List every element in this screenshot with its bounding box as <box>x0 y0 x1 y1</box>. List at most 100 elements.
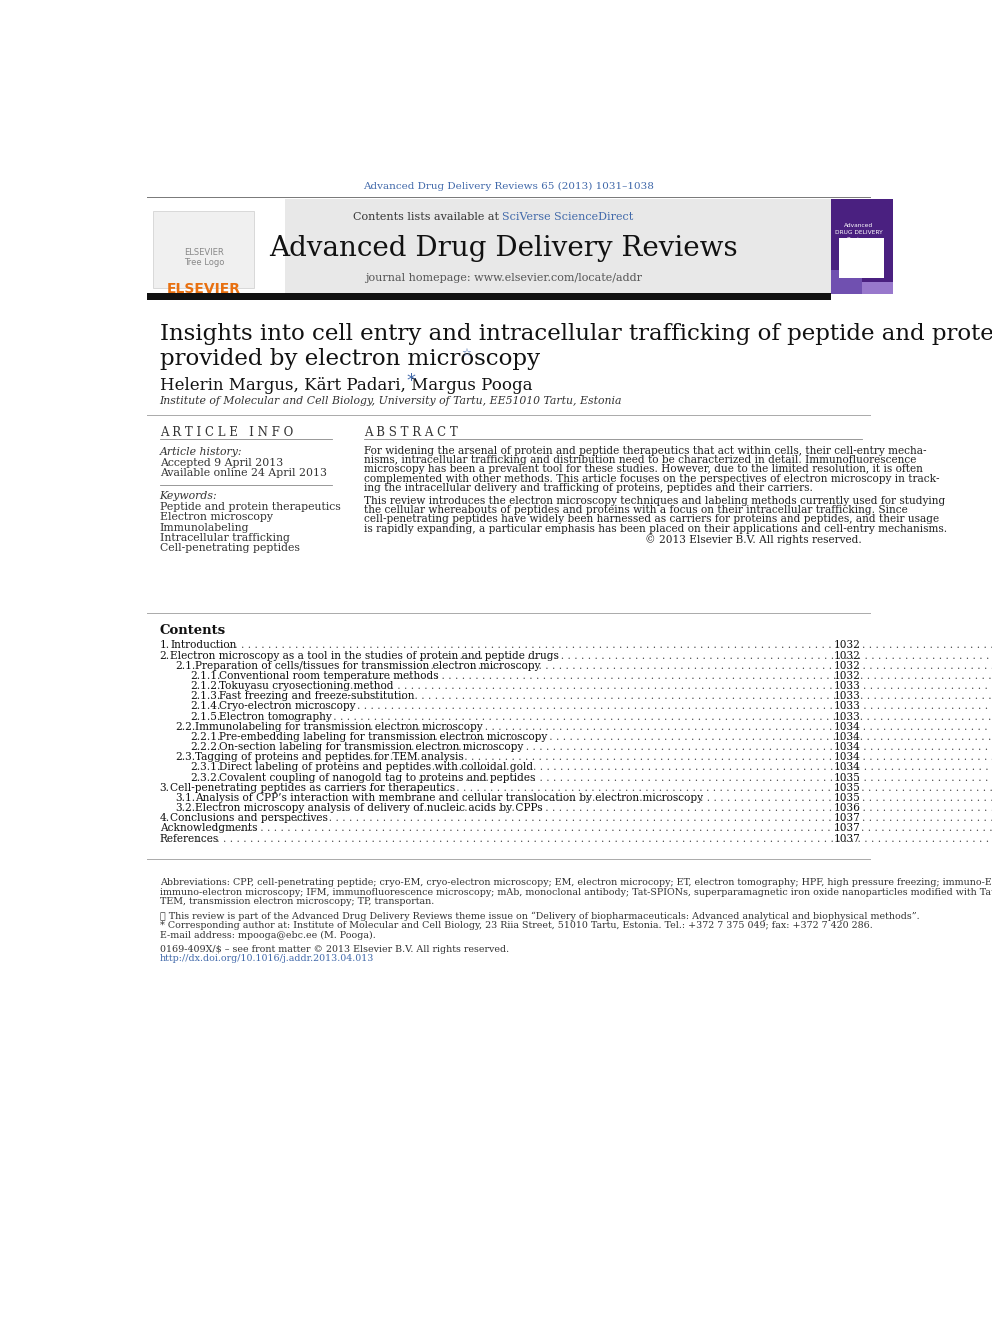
Text: . . . . . . . . . . . . . . . . . . . . . . . . . . . . . . . . . . . . . . . . : . . . . . . . . . . . . . . . . . . . . … <box>268 814 992 823</box>
Text: 1035: 1035 <box>833 792 860 803</box>
Text: Immunolabeling for transmission electron microscopy: Immunolabeling for transmission electron… <box>194 722 482 732</box>
Text: This review introduces the electron microscopy techniques and labeling methods c: This review introduces the electron micr… <box>364 496 945 505</box>
Text: journal homepage: www.elsevier.com/locate/addr: journal homepage: www.elsevier.com/locat… <box>365 273 642 283</box>
Text: 3.: 3. <box>160 783 170 792</box>
Text: Direct labeling of proteins and peptides with colloidal gold: Direct labeling of proteins and peptides… <box>219 762 534 773</box>
Text: Electron microscopy analysis of delivery of nucleic acids by CPPs: Electron microscopy analysis of delivery… <box>194 803 543 814</box>
Bar <box>147 292 831 300</box>
Text: 2.1.: 2.1. <box>176 660 195 671</box>
Text: 3.1.: 3.1. <box>176 792 195 803</box>
Text: 2.3.: 2.3. <box>176 753 195 762</box>
Text: Article history:: Article history: <box>160 447 242 458</box>
Text: . . . . . . . . . . . . . . . . . . . . . . . . . . . . . . . . . . . . . . . . : . . . . . . . . . . . . . . . . . . . . … <box>363 753 992 762</box>
Text: References: References <box>160 833 219 844</box>
Text: *: * <box>406 372 415 390</box>
Text: Cell-penetrating peptides: Cell-penetrating peptides <box>160 544 300 553</box>
Text: Analysis of CPP’s interaction with membrane and cellular translocation by electr: Analysis of CPP’s interaction with membr… <box>194 792 702 803</box>
Text: . . . . . . . . . . . . . . . . . . . . . . . . . . . . . . . . . . . . . . . . : . . . . . . . . . . . . . . . . . . . . … <box>422 732 992 742</box>
Text: Available online 24 April 2013: Available online 24 April 2013 <box>160 468 326 478</box>
Text: . . . . . . . . . . . . . . . . . . . . . . . . . . . . . . . . . . . . . . . . : . . . . . . . . . . . . . . . . . . . . … <box>417 803 992 814</box>
Text: Electron microscopy as a tool in the studies of protein and peptide drugs: Electron microscopy as a tool in the stu… <box>171 651 559 660</box>
Text: 1037: 1037 <box>833 814 860 823</box>
Text: Conclusions and perspectives: Conclusions and perspectives <box>171 814 328 823</box>
Text: 1032: 1032 <box>833 671 860 681</box>
Text: nisms, intracellular trafficking and distribution need to be characterized in de: nisms, intracellular trafficking and dis… <box>364 455 917 464</box>
Text: immuno-electron microscopy; IFM, immunofluorescence microscopy; mAb, monoclonal : immuno-electron microscopy; IFM, immunof… <box>160 888 992 897</box>
Text: Helerin Margus, Kärt Padari, Margus Pooga: Helerin Margus, Kärt Padari, Margus Poog… <box>160 377 532 394</box>
Text: Insights into cell entry and intracellular trafficking of peptide and protein dr: Insights into cell entry and intracellul… <box>160 323 992 345</box>
Text: 1033: 1033 <box>833 681 860 691</box>
Text: . . . . . . . . . . . . . . . . . . . . . . . . . . . . . . . . . . . . . . . . : . . . . . . . . . . . . . . . . . . . . … <box>420 651 992 660</box>
Text: 2.1.3.: 2.1.3. <box>190 691 221 701</box>
Bar <box>838 238 884 278</box>
Text: . . . . . . . . . . . . . . . . . . . . . . . . . . . . . . . . . . . . . . . . : . . . . . . . . . . . . . . . . . . . . … <box>425 762 992 773</box>
Text: TEM, transmission electron microscopy; TP, transportan.: TEM, transmission electron microscopy; T… <box>160 897 434 906</box>
Bar <box>147 198 286 294</box>
Text: Peptide and protein therapeutics: Peptide and protein therapeutics <box>160 501 340 512</box>
Text: the cellular whereabouts of peptides and proteins with a focus on their intracel: the cellular whereabouts of peptides and… <box>364 505 908 515</box>
Text: Acknowledgments: Acknowledgments <box>160 823 257 833</box>
Text: Introduction: Introduction <box>171 640 236 651</box>
Bar <box>147 198 831 294</box>
Text: Electron microscopy: Electron microscopy <box>160 512 273 523</box>
Text: 1034: 1034 <box>833 722 860 732</box>
Text: . . . . . . . . . . . . . . . . . . . . . . . . . . . . . . . . . . . . . . . . : . . . . . . . . . . . . . . . . . . . . … <box>287 712 992 721</box>
Text: Advanced
DRUG DELIVERY
Reviews: Advanced DRUG DELIVERY Reviews <box>835 224 883 242</box>
Text: . . . . . . . . . . . . . . . . . . . . . . . . . . . . . . . . . . . . . . . . : . . . . . . . . . . . . . . . . . . . . … <box>196 833 992 844</box>
Text: . . . . . . . . . . . . . . . . . . . . . . . . . . . . . . . . . . . . . . . . : . . . . . . . . . . . . . . . . . . . . … <box>370 722 992 732</box>
Text: Abbreviations: CPP, cell-penetrating peptide; cryo-EM, cryo-electron microscopy;: Abbreviations: CPP, cell-penetrating pep… <box>160 878 992 886</box>
Text: 2.3.1.: 2.3.1. <box>190 762 221 773</box>
Text: Covalent coupling of nanogold tag to proteins and peptides: Covalent coupling of nanogold tag to pro… <box>219 773 536 782</box>
Text: 2.1.2.: 2.1.2. <box>190 681 221 691</box>
Bar <box>154 212 254 288</box>
Text: * Corresponding author at: Institute of Molecular and Cell Biology, 23 Riia Stre: * Corresponding author at: Institute of … <box>160 921 872 930</box>
Text: 1037: 1037 <box>833 833 860 844</box>
Text: . . . . . . . . . . . . . . . . . . . . . . . . . . . . . . . . . . . . . . . . : . . . . . . . . . . . . . . . . . . . . … <box>304 701 992 712</box>
Text: is rapidly expanding, a particular emphasis has been placed on their application: is rapidly expanding, a particular empha… <box>364 524 947 533</box>
Bar <box>831 198 893 290</box>
Text: 1.: 1. <box>160 640 170 651</box>
Text: 1033: 1033 <box>833 691 860 701</box>
Text: microscopy has been a prevalent tool for these studies. However, due to the limi: microscopy has been a prevalent tool for… <box>364 464 924 475</box>
Text: . . . . . . . . . . . . . . . . . . . . . . . . . . . . . . . . . . . . . . . . : . . . . . . . . . . . . . . . . . . . . … <box>323 681 992 691</box>
Text: Pre-embedding labeling for transmission electron microscopy: Pre-embedding labeling for transmission … <box>219 732 548 742</box>
Text: © 2013 Elsevier B.V. All rights reserved.: © 2013 Elsevier B.V. All rights reserved… <box>645 534 862 545</box>
Text: Contents lists available at: Contents lists available at <box>353 212 502 222</box>
Text: 1033: 1033 <box>833 701 860 712</box>
Text: ing the intracellular delivery and trafficking of proteins, peptides and their c: ing the intracellular delivery and traff… <box>364 483 813 493</box>
Text: 2.1.4.: 2.1.4. <box>190 701 221 712</box>
Text: . . . . . . . . . . . . . . . . . . . . . . . . . . . . . . . . . . . . . . . . : . . . . . . . . . . . . . . . . . . . . … <box>355 783 992 792</box>
Text: Institute of Molecular and Cell Biology, University of Tartu, EE51010 Tartu, Est: Institute of Molecular and Cell Biology,… <box>160 397 622 406</box>
Text: SciVerse ScienceDirect: SciVerse ScienceDirect <box>502 212 634 222</box>
Text: 1035: 1035 <box>833 773 860 782</box>
Text: 2.2.: 2.2. <box>176 722 195 732</box>
Text: Preparation of cells/tissues for transmission electron microscopy: Preparation of cells/tissues for transmi… <box>194 660 540 671</box>
Text: 1034: 1034 <box>833 753 860 762</box>
Text: ☆ This review is part of the Advanced Drug Delivery Reviews theme issue on “Deli: ☆ This review is part of the Advanced Dr… <box>160 912 920 921</box>
Text: . . . . . . . . . . . . . . . . . . . . . . . . . . . . . . . . . . . . . . . . : . . . . . . . . . . . . . . . . . . . . … <box>418 773 992 782</box>
Text: 1036: 1036 <box>833 803 860 814</box>
Text: Tagging of proteins and peptides for TEM analysis: Tagging of proteins and peptides for TEM… <box>194 753 463 762</box>
Text: 1032: 1032 <box>833 660 860 671</box>
Text: 1037: 1037 <box>833 823 860 833</box>
Text: Immunolabeling: Immunolabeling <box>160 523 249 533</box>
Text: Electron tomography: Electron tomography <box>219 712 332 721</box>
Text: For widening the arsenal of protein and peptide therapeutics that act within cel: For widening the arsenal of protein and … <box>364 446 927 455</box>
Text: 1032: 1032 <box>833 640 860 651</box>
Text: On-section labeling for transmission electron microscopy: On-section labeling for transmission ele… <box>219 742 524 751</box>
Text: 2.2.1.: 2.2.1. <box>190 732 221 742</box>
Text: 1034: 1034 <box>833 762 860 773</box>
Text: 1034: 1034 <box>833 742 860 751</box>
Text: . . . . . . . . . . . . . . . . . . . . . . . . . . . . . . . . . . . . . . . . : . . . . . . . . . . . . . . . . . . . . … <box>417 660 992 671</box>
Text: provided by electron microscopy: provided by electron microscopy <box>160 348 540 370</box>
Text: 2.1.1.: 2.1.1. <box>190 671 221 681</box>
Text: . . . . . . . . . . . . . . . . . . . . . . . . . . . . . . . . . . . . . . . . : . . . . . . . . . . . . . . . . . . . . … <box>213 823 992 833</box>
Text: 1032: 1032 <box>833 651 860 660</box>
Text: Advanced Drug Delivery Reviews: Advanced Drug Delivery Reviews <box>270 234 738 262</box>
Text: Conventional room temperature methods: Conventional room temperature methods <box>219 671 438 681</box>
Text: ELSEVIER: ELSEVIER <box>167 282 241 296</box>
Text: E-mail address: mpooga@ebc.ee (M. Pooga).: E-mail address: mpooga@ebc.ee (M. Pooga)… <box>160 931 375 939</box>
Text: . . . . . . . . . . . . . . . . . . . . . . . . . . . . . . . . . . . . . . . . : . . . . . . . . . . . . . . . . . . . . … <box>347 691 992 701</box>
Text: Fast freezing and freeze-substitution: Fast freezing and freeze-substitution <box>219 691 415 701</box>
Text: . . . . . . . . . . . . . . . . . . . . . . . . . . . . . . . . . . . . . . . . : . . . . . . . . . . . . . . . . . . . . … <box>213 640 992 651</box>
